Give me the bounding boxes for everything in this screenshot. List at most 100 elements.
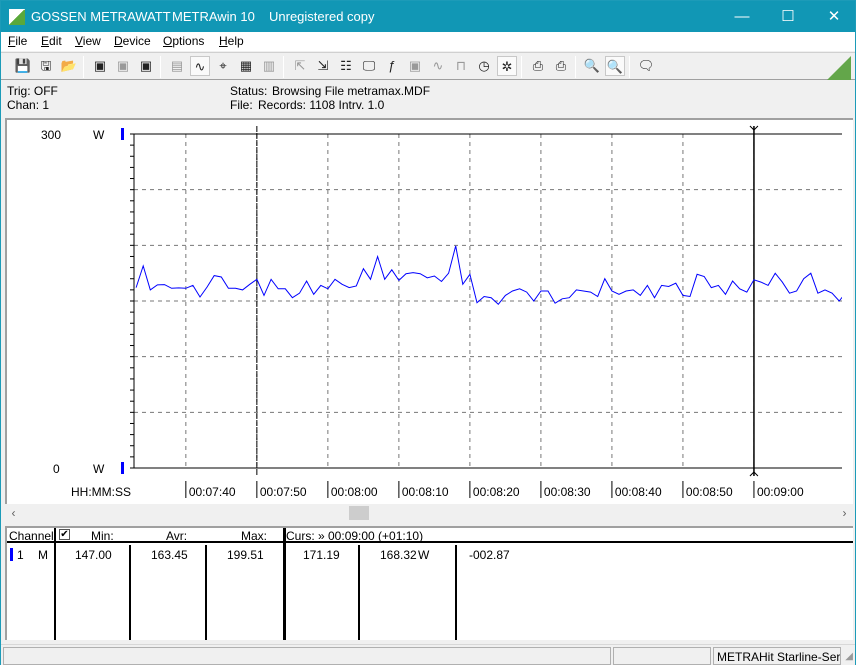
menu-options[interactable]: Options <box>163 34 205 48</box>
print-preview-icon[interactable]: ⎙ <box>532 58 544 73</box>
device-read-icon[interactable]: ▣ <box>93 58 107 73</box>
x-tick-label: 00:07:50 <box>260 485 307 499</box>
row-diff: -002.87 <box>469 548 510 562</box>
x-tick-label: 00:08:20 <box>473 485 520 499</box>
column-divider <box>129 545 131 640</box>
channel-status: Chan: 1 <box>7 98 50 112</box>
menu-file[interactable]: File <box>8 34 28 48</box>
channel-settings-icon[interactable]: ☷ <box>340 58 352 73</box>
crosshair-icon[interactable]: ⌖ <box>219 58 227 73</box>
resize-grip-icon[interactable]: ◢ <box>845 651 853 662</box>
export-icon[interactable]: ⇱ <box>294 58 306 73</box>
measurement-table: Channel: ✔ Min: Avr: Max: Curs: » 00:09:… <box>5 526 853 640</box>
column-divider <box>358 545 360 640</box>
open-folder-icon[interactable]: 📂 <box>60 58 78 73</box>
registration-note: Unregistered copy <box>269 9 375 24</box>
trigger-status: Trig: OFF <box>7 84 58 98</box>
print-icon[interactable]: ⎙ <box>555 58 567 73</box>
x-tick-label: 00:07:40 <box>189 485 236 499</box>
column-divider <box>455 545 457 640</box>
zoom-curve-icon[interactable]: 🔍 <box>605 56 625 76</box>
toolbar-separator <box>283 56 284 78</box>
comment-icon[interactable]: 🗨 <box>637 58 655 73</box>
timer-icon[interactable]: ◷ <box>478 58 490 73</box>
channel-checkbox[interactable]: ✔ <box>59 529 70 540</box>
horizontal-scrollbar[interactable]: ‹ › <box>5 504 853 522</box>
menu-help[interactable]: Help <box>219 34 244 48</box>
function-icon[interactable]: ƒ <box>388 58 396 73</box>
histogram-icon[interactable]: ▥ <box>262 58 276 73</box>
toolbar-separator <box>521 56 522 78</box>
header-cursor: Curs: » 00:09:00 (+01:10) <box>286 529 424 543</box>
column-divider <box>205 545 207 640</box>
device-memory-icon[interactable]: ▣ <box>139 58 153 73</box>
sampling-icon[interactable]: ⊓ <box>455 58 467 73</box>
scroll-left-icon[interactable]: ‹ <box>11 506 16 520</box>
device-name: METRAHit Starline-Seri <box>713 647 841 665</box>
row-channel: 1 <box>17 548 24 562</box>
x-tick-label: 00:08:50 <box>686 485 733 499</box>
menu-view[interactable]: View <box>75 34 101 48</box>
status-label: Status: <box>230 84 268 98</box>
bug-icon[interactable]: ✲ <box>497 56 517 76</box>
x-tick-label: 00:08:40 <box>615 485 662 499</box>
x-tick-label: 00:08:00 <box>331 485 378 499</box>
meter-settings-icon[interactable]: ▣ <box>408 58 422 73</box>
row-cursor1: 171.19 <box>303 548 340 562</box>
monitor-icon[interactable]: 🖵 <box>362 58 376 73</box>
table-header <box>7 528 853 543</box>
file-label: File: <box>230 98 253 112</box>
toolbar-separator <box>83 56 84 78</box>
x-tick-label: 00:08:30 <box>544 485 591 499</box>
save-icon[interactable]: 💾 <box>14 58 32 73</box>
digital-display-icon[interactable]: ▤ <box>170 58 184 73</box>
toolbar-separator <box>575 56 576 78</box>
toolbar-separator <box>160 56 161 78</box>
x-tick-label: 00:09:00 <box>757 485 804 499</box>
chart-panel[interactable]: 00:07:40 00:07:50 00:08:00 00:08:10 00:08:20… <box>5 118 853 504</box>
channel-color-marker <box>10 548 13 561</box>
column-divider <box>54 528 56 640</box>
toolbar-separator <box>629 56 630 78</box>
status-pane <box>3 647 611 665</box>
row-min: 147.00 <box>75 548 112 562</box>
scroll-right-icon[interactable]: › <box>842 506 847 520</box>
x-tick-label: 00:08:10 <box>402 485 449 499</box>
row-max: 199.51 <box>227 548 264 562</box>
file-value: Records: 1108 Intrv. 1.0 <box>258 98 385 112</box>
waveform-chart[interactable]: 00:07:40 00:07:50 00:08:00 00:08:10 00:08:20… <box>1 1 856 511</box>
minimize-button[interactable]: — <box>734 8 750 25</box>
trigger-icon[interactable]: ∿ <box>432 58 444 73</box>
zoom-all-icon[interactable]: 🔍 <box>583 58 601 73</box>
status-pane <box>613 647 711 665</box>
waveform-view-icon[interactable]: ∿ <box>190 56 210 76</box>
row-mode: M <box>38 548 48 562</box>
status-bar: METRAHit Starline-Seri ◢ <box>1 644 855 665</box>
table-view-icon[interactable]: ▦ <box>239 58 253 73</box>
header-avr: Avr: <box>166 529 188 543</box>
save-as-icon[interactable]: 🖫 <box>40 58 52 73</box>
row-cursor2: 168.32 <box>380 548 417 562</box>
close-button[interactable]: ✕ <box>827 8 841 25</box>
header-max: Max: <box>241 529 268 543</box>
header-min: Min: <box>91 529 114 543</box>
brand-name: GOSSEN METRAWATT <box>31 9 171 24</box>
channel-marker-top <box>121 128 124 140</box>
channel-marker-bottom <box>121 462 124 474</box>
scrollbar-thumb[interactable] <box>349 506 369 520</box>
series-line-channel-1 <box>135 245 842 306</box>
menu-bar: File Edit View Device Options Help <box>1 32 855 51</box>
cursor-handle <box>749 125 759 477</box>
row-avr: 163.45 <box>151 548 188 562</box>
status-indicator-icon <box>827 56 851 80</box>
maximize-button[interactable]: ☐ <box>781 8 795 25</box>
device-transfer-icon[interactable]: ▣ <box>116 58 130 73</box>
menu-edit[interactable]: Edit <box>41 34 62 48</box>
y-unit-label: W <box>93 128 105 142</box>
import-icon[interactable]: ⇲ <box>317 58 329 73</box>
app-name: METRAwin 10 <box>172 9 255 24</box>
y-min-label: 0 <box>53 462 60 476</box>
title-bar: GOSSEN METRAWATT METRAwin 10 Unregistere… <box>1 1 855 32</box>
menu-device[interactable]: Device <box>114 34 151 48</box>
row-unit: W <box>418 548 430 562</box>
